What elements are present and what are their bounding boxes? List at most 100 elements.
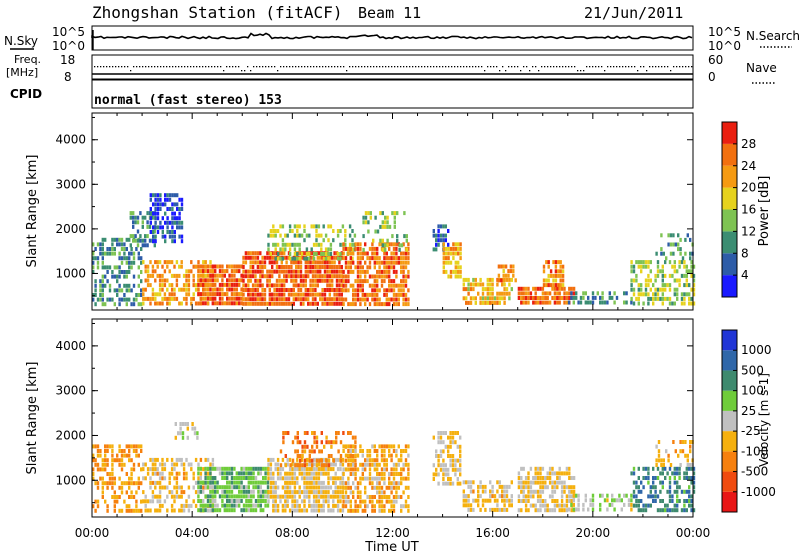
data-cell — [352, 444, 355, 449]
data-cell — [240, 485, 243, 490]
data-cell — [299, 283, 303, 288]
data-cell — [661, 485, 664, 490]
data-cell — [240, 264, 243, 269]
nave-dot — [613, 66, 615, 68]
data-cell — [308, 467, 311, 472]
data-cell — [454, 431, 457, 435]
data-cell — [111, 453, 114, 458]
data-cell — [496, 282, 499, 287]
data-cell — [267, 494, 270, 499]
data-cell — [312, 480, 316, 485]
data-cell — [99, 288, 102, 293]
data-cell — [221, 264, 224, 269]
data-cell — [542, 269, 546, 274]
data-cell — [180, 494, 183, 499]
data-cell — [454, 265, 457, 270]
data-cell — [542, 278, 546, 283]
data-cell — [334, 494, 337, 499]
data-cell — [383, 292, 386, 297]
nave-dot — [667, 66, 669, 68]
data-cell — [404, 260, 408, 265]
data-cell — [196, 435, 199, 440]
data-cell — [152, 225, 155, 230]
data-cell — [402, 260, 405, 265]
data-cell — [179, 426, 182, 431]
data-cell — [642, 264, 645, 269]
data-cell — [447, 435, 450, 440]
data-cell — [123, 453, 126, 458]
data-cell — [472, 282, 475, 287]
data-cell — [551, 286, 554, 291]
data-cell — [209, 282, 212, 287]
data-cell — [392, 476, 396, 481]
nave-dot — [523, 66, 525, 68]
data-cell — [347, 476, 350, 481]
data-cell — [398, 243, 401, 248]
data-cell — [337, 449, 340, 454]
data-cell — [128, 260, 131, 265]
data-cell — [439, 233, 443, 238]
nsky-tick-bottom: 10^0 — [52, 39, 85, 53]
data-cell — [328, 255, 331, 260]
data-cell — [368, 292, 372, 297]
data-cell — [125, 270, 128, 274]
data-cell — [683, 260, 686, 265]
data-cell — [285, 265, 288, 269]
data-cell — [230, 287, 234, 292]
data-cell — [279, 476, 282, 481]
data-cell — [652, 466, 655, 471]
data-cell — [257, 471, 260, 476]
data-cell — [630, 493, 633, 498]
data-cell — [334, 476, 337, 481]
data-cell — [680, 296, 684, 301]
data-cell — [491, 489, 494, 494]
data-cell — [331, 288, 334, 292]
data-cell — [608, 502, 611, 507]
data-cell — [356, 453, 360, 458]
data-cell — [308, 449, 311, 454]
data-cell — [242, 265, 245, 269]
data-cell — [327, 458, 331, 463]
nave-dot — [481, 66, 483, 68]
data-cell — [242, 489, 246, 494]
data-cell — [356, 256, 360, 261]
data-cell — [317, 499, 321, 504]
data-cell — [351, 256, 354, 261]
data-cell — [199, 471, 203, 476]
nave-dot — [661, 66, 663, 68]
data-cell — [259, 508, 262, 513]
data-cell — [637, 283, 640, 288]
data-cell — [536, 466, 540, 471]
data-cell — [272, 476, 275, 481]
data-cell — [256, 269, 260, 274]
data-cell — [442, 463, 445, 468]
data-cell — [380, 274, 384, 279]
nave-dot — [535, 66, 537, 68]
data-cell — [325, 440, 328, 445]
data-cell — [681, 440, 685, 444]
data-cell — [161, 287, 164, 292]
data-cell — [552, 273, 555, 278]
data-cell — [333, 255, 336, 260]
data-cell — [529, 466, 533, 471]
data-cell — [486, 300, 489, 305]
nave-dot — [478, 66, 480, 68]
data-cell — [435, 472, 438, 477]
data-cell — [474, 277, 477, 282]
data-cell — [281, 467, 285, 472]
data-cell — [551, 494, 554, 499]
data-cell — [284, 431, 287, 435]
data-cell — [575, 291, 578, 296]
data-cell — [137, 453, 140, 458]
nave-dot — [268, 66, 270, 68]
data-cell — [575, 493, 578, 498]
data-cell — [249, 301, 252, 306]
data-cell — [335, 435, 338, 440]
data-cell — [194, 490, 198, 495]
data-cell — [484, 296, 487, 301]
data-cell — [620, 507, 623, 512]
data-cell — [632, 466, 636, 471]
data-cell — [181, 435, 185, 440]
data-cell — [656, 494, 660, 499]
data-cell — [517, 485, 521, 490]
